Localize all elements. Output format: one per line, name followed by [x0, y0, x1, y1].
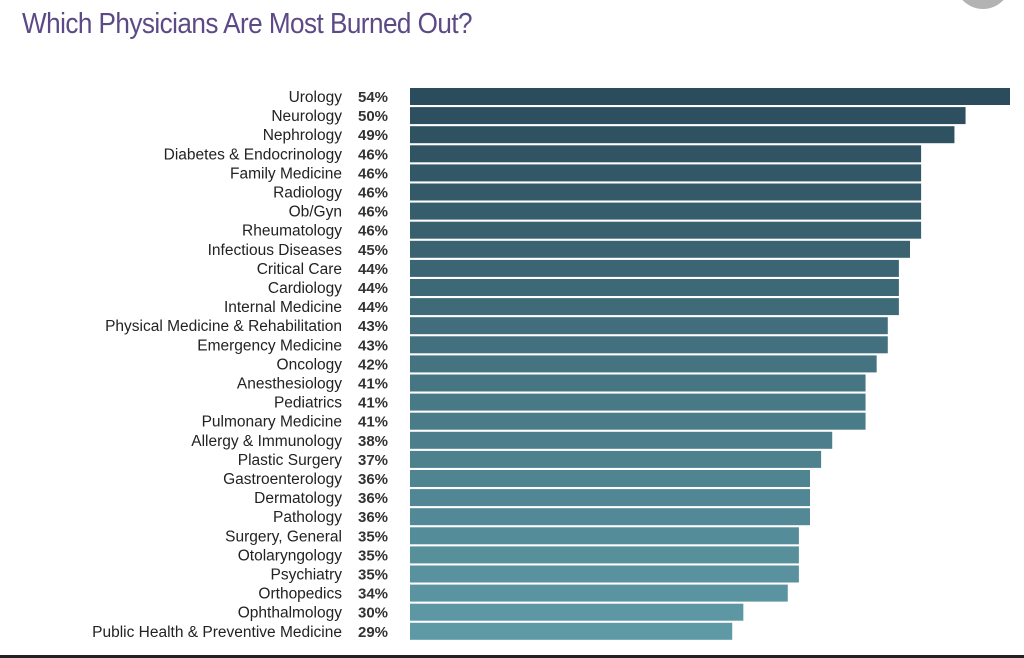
value-label: 35%: [358, 528, 388, 545]
bar: [410, 355, 877, 373]
bar: [410, 450, 822, 468]
bar: [410, 412, 866, 430]
value-label: 29%: [358, 624, 388, 641]
category-label: Orthopedics: [258, 586, 342, 603]
value-label: 44%: [358, 261, 388, 278]
bottom-divider: [0, 655, 1024, 658]
value-label: 46%: [358, 146, 388, 163]
category-label: Allergy & Immunology: [191, 433, 342, 450]
bar: [410, 489, 810, 507]
bar: [410, 374, 866, 392]
bar: [410, 546, 799, 564]
category-label: Cardiology: [268, 280, 342, 297]
bar: [410, 603, 744, 621]
category-label: Infectious Diseases: [208, 242, 343, 259]
category-label: Dermatology: [254, 490, 342, 507]
value-label: 46%: [358, 165, 388, 182]
category-label: Critical Care: [257, 261, 342, 278]
category-label: Neurology: [271, 108, 342, 125]
bar: [410, 202, 922, 220]
bar: [410, 317, 888, 335]
value-label: 46%: [358, 204, 388, 221]
bar: [410, 336, 888, 354]
bar: [410, 279, 899, 296]
value-label: 38%: [358, 433, 388, 450]
category-label: Emergency Medicine: [197, 337, 342, 354]
bar: [410, 240, 910, 258]
bar: [410, 508, 810, 526]
category-label: Diabetes & Endocrinology: [164, 146, 343, 163]
bar: [410, 221, 922, 239]
category-label: Otolaryngology: [238, 547, 343, 564]
value-label: 41%: [358, 376, 388, 393]
value-label: 41%: [358, 395, 388, 412]
value-label: 37%: [358, 452, 388, 469]
value-label: 30%: [358, 605, 388, 622]
bar: [410, 565, 799, 583]
category-label: Psychiatry: [271, 567, 343, 584]
category-label: Surgery, General: [225, 528, 342, 545]
value-label: 35%: [358, 567, 388, 584]
category-label: Rheumatology: [242, 223, 342, 240]
bar: [410, 164, 922, 182]
category-label: Pathology: [273, 509, 342, 526]
value-label: 35%: [358, 547, 388, 564]
value-label: 49%: [358, 127, 388, 144]
bar: [410, 259, 899, 277]
category-label: Pediatrics: [274, 395, 342, 412]
category-label: Radiology: [273, 185, 342, 202]
category-label: Plastic Surgery: [238, 452, 342, 469]
corner-button[interactable]: [955, 0, 1011, 9]
bar: [410, 527, 799, 545]
category-label: Nephrology: [263, 127, 343, 144]
category-label: Oncology: [277, 356, 343, 373]
category-label: Ophthalmology: [238, 605, 343, 622]
value-label: 46%: [358, 185, 388, 202]
category-label: Physical Medicine & Rehabilitation: [105, 318, 342, 335]
value-label: 44%: [358, 299, 388, 316]
value-label: 36%: [358, 471, 388, 488]
value-label: 36%: [358, 490, 388, 507]
bar: [410, 622, 733, 640]
bar: [410, 107, 966, 125]
category-label: Family Medicine: [230, 165, 342, 182]
bar: [410, 298, 899, 316]
value-label: 44%: [358, 280, 388, 297]
value-label: 42%: [358, 356, 388, 373]
value-label: 50%: [358, 108, 388, 125]
bar: [410, 126, 955, 144]
value-label: 43%: [358, 337, 388, 354]
value-label: 54%: [358, 89, 388, 106]
value-label: 45%: [358, 242, 388, 259]
value-label: 46%: [358, 223, 388, 240]
bar: [410, 431, 833, 449]
bar: [410, 183, 922, 201]
value-label: 41%: [358, 414, 388, 431]
category-label: Ob/Gyn: [289, 204, 342, 221]
value-label: 36%: [358, 509, 388, 526]
category-label: Gastroenterology: [223, 471, 342, 488]
bar: [410, 584, 788, 602]
category-label: Public Health & Preventive Medicine: [92, 624, 342, 641]
category-label: Pulmonary Medicine: [202, 414, 342, 431]
value-label: 43%: [358, 318, 388, 335]
category-label: Internal Medicine: [224, 299, 342, 316]
value-label: 34%: [358, 586, 388, 603]
category-label: Anesthesiology: [237, 376, 342, 393]
chart-title: Which Physicians Are Most Burned Out?: [22, 8, 473, 40]
bar: [410, 470, 810, 487]
bar: [410, 393, 866, 411]
category-label: Urology: [289, 89, 343, 106]
bar: [410, 145, 922, 163]
bar: [410, 88, 1010, 105]
